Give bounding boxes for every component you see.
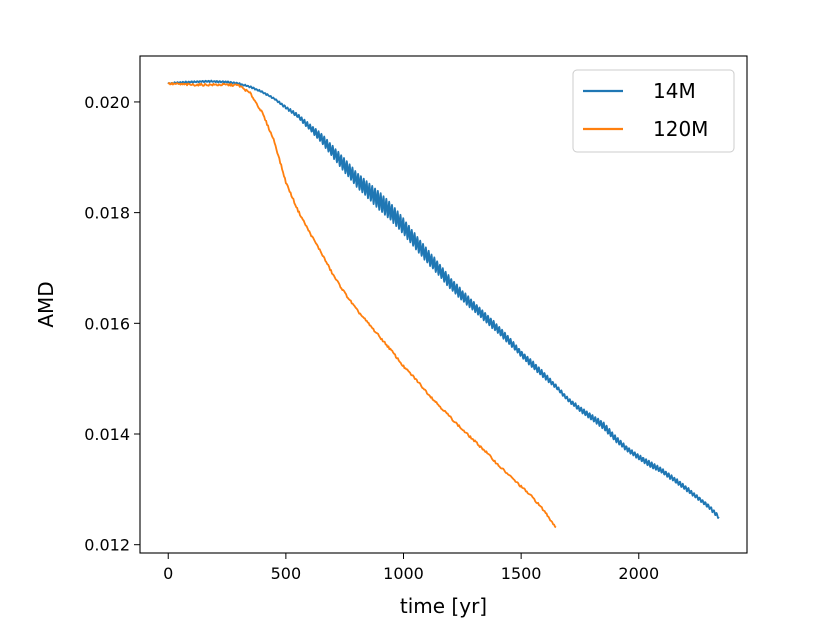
y-tick-label: 0.014 (84, 425, 130, 444)
series-layer (167, 79, 720, 529)
y-tick-label: 0.016 (84, 314, 130, 333)
y-tick-label: 0.018 (84, 204, 130, 223)
legend-label-120m: 120M (653, 117, 708, 141)
legend: 14M 120M (572, 69, 735, 153)
y-axis-ticks: 0.012 0.014 0.016 0.018 0.020 (84, 93, 140, 555)
series-line-14m (167, 79, 720, 519)
y-axis-label: AMD (34, 281, 58, 327)
x-tick-label: 500 (271, 564, 302, 583)
x-tick-label: 1500 (501, 564, 542, 583)
x-tick-label: 1000 (383, 564, 424, 583)
legend-label-14m: 14M (653, 79, 696, 103)
y-tick-label: 0.020 (84, 93, 130, 112)
x-axis-ticks: 0 500 1000 1500 2000 (163, 553, 659, 583)
x-tick-label: 2000 (618, 564, 659, 583)
y-tick-label: 0.012 (84, 536, 130, 555)
x-tick-label: 0 (163, 564, 173, 583)
plot-frame (139, 55, 748, 554)
x-axis-label: time [yr] (400, 594, 487, 618)
series-line-120m (167, 81, 557, 529)
